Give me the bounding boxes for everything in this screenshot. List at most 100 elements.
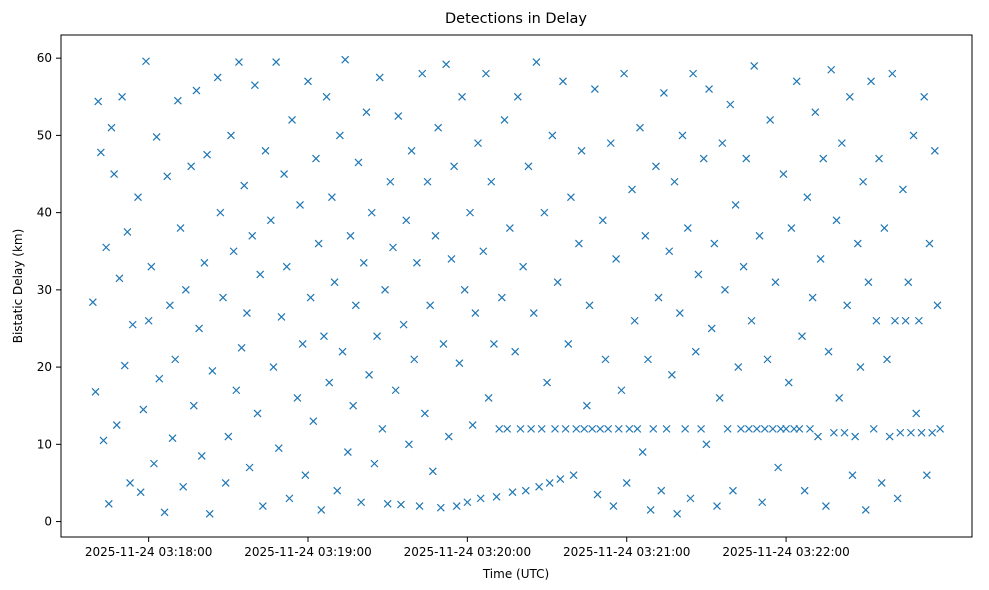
- x-tick-label: 2025-11-24 03:20:00: [404, 545, 531, 559]
- data-point: [248, 231, 257, 240]
- data-point: [370, 459, 379, 468]
- data-point: [258, 502, 267, 511]
- data-point: [914, 316, 923, 325]
- data-point: [476, 494, 485, 503]
- data-point: [893, 494, 902, 503]
- data-point: [883, 355, 891, 364]
- data-point: [853, 239, 862, 248]
- plot-area: [88, 55, 945, 518]
- data-point: [320, 332, 328, 341]
- data-point: [851, 432, 860, 441]
- data-point: [734, 363, 743, 372]
- data-point: [104, 499, 113, 508]
- y-tick-label: 30: [37, 283, 52, 297]
- data-point: [88, 298, 97, 307]
- data-point: [787, 224, 796, 233]
- data-point: [150, 459, 158, 468]
- data-point: [867, 77, 875, 86]
- data-point: [901, 316, 910, 325]
- data-point: [814, 432, 822, 441]
- data-point: [118, 92, 127, 101]
- data-point: [763, 355, 772, 364]
- data-point: [219, 293, 227, 302]
- data-point: [670, 177, 679, 186]
- data-point: [381, 285, 389, 294]
- data-point: [548, 131, 557, 140]
- data-point: [811, 108, 820, 117]
- data-point: [266, 216, 275, 225]
- data-point: [460, 285, 469, 294]
- data-point: [590, 85, 599, 93]
- data-point: [232, 386, 241, 395]
- data-point: [110, 170, 119, 178]
- data-point: [378, 424, 387, 433]
- data-point: [317, 506, 326, 514]
- data-point: [189, 401, 198, 410]
- data-point: [144, 316, 153, 325]
- data-point: [662, 424, 671, 433]
- data-point: [253, 409, 262, 418]
- data-point: [134, 193, 142, 202]
- data-point: [832, 216, 841, 225]
- data-point: [503, 424, 512, 433]
- data-point: [808, 293, 817, 302]
- data-point: [261, 146, 270, 155]
- data-point: [333, 486, 342, 495]
- data-point: [298, 339, 307, 348]
- data-point: [705, 85, 713, 93]
- data-point: [920, 92, 929, 101]
- data-point: [410, 355, 419, 364]
- data-point: [436, 503, 445, 512]
- data-point: [843, 301, 852, 310]
- data-point: [505, 224, 514, 233]
- data-point: [513, 92, 522, 101]
- data-point: [484, 394, 493, 402]
- data-point: [800, 486, 809, 495]
- data-point: [694, 270, 703, 279]
- data-point: [181, 285, 190, 294]
- data-point: [529, 309, 538, 317]
- data-point: [407, 146, 416, 155]
- data-point: [792, 77, 801, 86]
- data-point: [91, 387, 100, 396]
- data-point: [771, 278, 780, 287]
- data-point: [925, 239, 934, 248]
- data-point: [891, 316, 899, 325]
- x-tick-label: 2025-11-24 03:22:00: [722, 545, 849, 559]
- data-point: [737, 424, 745, 433]
- data-point: [487, 177, 496, 186]
- data-point: [638, 448, 647, 456]
- data-point: [614, 424, 623, 433]
- data-point: [293, 394, 302, 402]
- data-point: [644, 355, 652, 364]
- data-point: [636, 123, 644, 132]
- data-point: [304, 77, 312, 86]
- data-point: [463, 498, 472, 507]
- data-point: [325, 378, 334, 387]
- data-point: [827, 65, 836, 74]
- y-tick-label: 60: [37, 51, 52, 65]
- data-point: [707, 324, 716, 333]
- y-tick-label: 20: [37, 360, 52, 374]
- data-point: [123, 228, 132, 236]
- data-point: [426, 301, 435, 310]
- data-point: [309, 417, 318, 426]
- data-point: [171, 355, 180, 364]
- data-point: [657, 486, 666, 495]
- data-point: [314, 239, 323, 248]
- data-point: [678, 131, 687, 140]
- data-point: [713, 502, 721, 511]
- data-point: [240, 181, 249, 190]
- data-point: [593, 490, 602, 499]
- data-point: [699, 154, 708, 163]
- data-point: [420, 409, 429, 418]
- data-point: [365, 370, 374, 379]
- data-point: [423, 177, 432, 186]
- data-point: [909, 131, 918, 140]
- y-axis-label: Bistatic Delay (km): [11, 229, 25, 344]
- data-point: [399, 320, 408, 329]
- data-point: [229, 247, 238, 256]
- data-point: [434, 123, 443, 132]
- axes-frame: [60, 34, 973, 538]
- data-point: [274, 444, 283, 453]
